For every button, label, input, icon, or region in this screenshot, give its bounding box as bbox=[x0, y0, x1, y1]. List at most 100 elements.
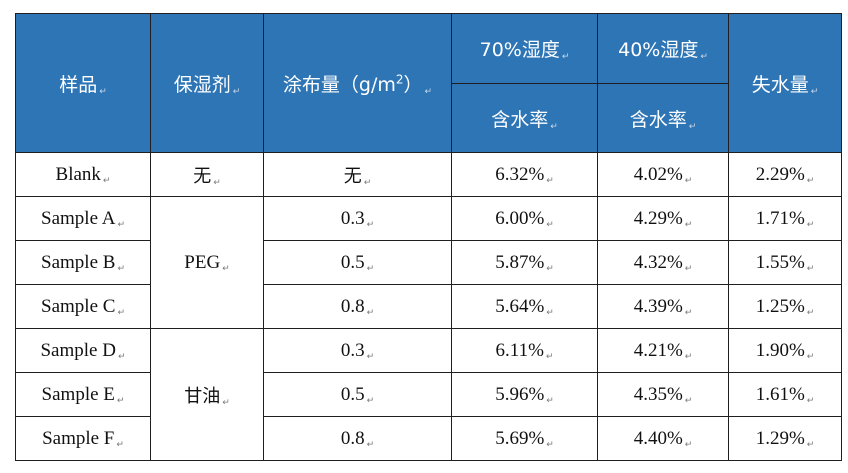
paragraph-mark-icon: ↵ bbox=[806, 395, 815, 406]
cell-h70: 5.96% ↵ bbox=[451, 372, 598, 417]
cell-loss: 1.25% ↵ bbox=[728, 284, 842, 329]
paragraph-mark-icon: ↵ bbox=[102, 175, 111, 186]
paragraph-mark-icon: ↵ bbox=[546, 307, 554, 318]
cell-sample: Sample E ↵ bbox=[15, 372, 151, 417]
table-row: Sample E ↵ 0.5 ↵ 5.96% ↵ 4.35% ↵ 1.61% ↵ bbox=[15, 372, 842, 417]
header-sample-label: 样品 bbox=[59, 73, 98, 96]
paragraph-mark-icon: ↵ bbox=[561, 52, 570, 62]
paragraph-mark-icon: ↵ bbox=[363, 177, 372, 188]
header-h40: 40%湿度 ↵ bbox=[597, 13, 729, 84]
paragraph-mark-icon: ↵ bbox=[117, 219, 125, 230]
cell-humectant: 无 ↵ bbox=[150, 152, 264, 197]
paragraph-mark-icon: ↵ bbox=[810, 86, 819, 97]
cell-loss: 1.71% ↵ bbox=[728, 196, 842, 241]
cell-coating: 0.8 ↵ bbox=[263, 416, 452, 461]
paragraph-mark-icon: ↵ bbox=[806, 307, 815, 318]
paragraph-mark-icon: ↵ bbox=[366, 219, 375, 230]
cell-sample: Sample C ↵ bbox=[15, 284, 151, 329]
cell-sample: Sample A ↵ bbox=[15, 196, 151, 241]
cell-h40: 4.40% ↵ bbox=[597, 416, 729, 461]
header-moisture-40-label: 含水率 bbox=[629, 108, 687, 131]
header-h70: 70%湿度 ↵ bbox=[451, 13, 598, 84]
cell-sample: Sample B ↵ bbox=[15, 240, 151, 285]
cell-h40: 4.02% ↵ bbox=[597, 152, 729, 197]
paragraph-mark-icon: ↵ bbox=[806, 175, 815, 186]
paragraph-mark-icon: ↵ bbox=[99, 86, 107, 97]
paragraph-mark-icon: ↵ bbox=[366, 351, 375, 362]
paragraph-mark-icon: ↵ bbox=[546, 263, 554, 274]
paragraph-mark-icon: ↵ bbox=[222, 397, 230, 408]
paragraph-mark-icon: ↵ bbox=[688, 121, 697, 132]
paragraph-mark-icon: ↵ bbox=[700, 52, 708, 62]
header-humectant-label: 保湿剂 bbox=[173, 73, 231, 96]
header-h40-label: 40%湿度 bbox=[618, 39, 699, 61]
paragraph-mark-icon: ↵ bbox=[546, 439, 554, 450]
header-coating: 涂布量（g/m2） ↵ bbox=[263, 13, 452, 153]
paragraph-mark-icon: ↵ bbox=[684, 395, 693, 406]
paragraph-mark-icon: ↵ bbox=[117, 307, 125, 318]
header-h70-label: 70%湿度 bbox=[479, 39, 560, 61]
paragraph-mark-icon: ↵ bbox=[232, 86, 241, 97]
cell-sample: Blank ↵ bbox=[15, 152, 151, 197]
table-row: Sample F ↵ 0.8 ↵ 5.69% ↵ 4.40% ↵ 1.29% ↵ bbox=[15, 416, 842, 461]
paragraph-mark-icon: ↵ bbox=[366, 307, 375, 318]
cell-h70: 5.87% ↵ bbox=[451, 240, 598, 285]
paragraph-mark-icon: ↵ bbox=[117, 351, 126, 362]
paragraph-mark-icon: ↵ bbox=[684, 307, 693, 318]
cell-coating: 0.5 ↵ bbox=[263, 240, 452, 285]
cell-sample: Sample F ↵ bbox=[15, 416, 151, 461]
cell-h70: 6.11% ↵ bbox=[451, 328, 598, 373]
header-coating-label: 涂布量（g/m2） bbox=[282, 72, 423, 96]
table-row: Blank ↵ 无 ↵ 无 ↵ 6.32% ↵ 4.02% ↵ 2.29% ↵ bbox=[15, 152, 842, 197]
header-moisture-70: 含水率 ↵ bbox=[451, 83, 598, 153]
paragraph-mark-icon: ↵ bbox=[806, 263, 815, 274]
paragraph-mark-icon: ↵ bbox=[546, 219, 554, 230]
cell-loss: 1.29% ↵ bbox=[728, 416, 842, 461]
cell-coating: 0.5 ↵ bbox=[263, 372, 452, 417]
paragraph-mark-icon: ↵ bbox=[424, 86, 433, 97]
header-moisture-70-label: 含水率 bbox=[491, 108, 549, 131]
table-row: Sample C ↵ 0.8 ↵ 5.64% ↵ 4.39% ↵ 1.25% ↵ bbox=[15, 284, 842, 329]
paragraph-mark-icon: ↵ bbox=[213, 177, 221, 188]
cell-h70: 5.69% ↵ bbox=[451, 416, 598, 461]
table-container: 样品 ↵ 保湿剂 ↵ 涂布量（g/m2） ↵ 70%湿度 ↵ 40%湿度 ↵ 失水量 ↵ 含… bbox=[15, 13, 842, 461]
table-row: Sample D ↵ 甘油 ↵ 0.3 ↵ 6.11% ↵ 4.21% ↵ 1.90% ↵ bbox=[15, 328, 842, 461]
table-row: Sample A ↵ PEG ↵ 0.3 ↵ 6.00% ↵ 4.29% ↵ 1.71% ↵ bbox=[15, 196, 842, 329]
paragraph-mark-icon: ↵ bbox=[684, 263, 693, 274]
paragraph-mark-icon: ↵ bbox=[806, 351, 815, 362]
paragraph-mark-icon: ↵ bbox=[366, 395, 375, 406]
paragraph-mark-icon: ↵ bbox=[546, 395, 554, 406]
header-moisture-40: 含水率 ↵ bbox=[597, 83, 729, 153]
paragraph-mark-icon: ↵ bbox=[545, 351, 554, 362]
cell-coating: 0.3 ↵ bbox=[263, 196, 452, 241]
cell-coating: 0.8 ↵ bbox=[263, 284, 452, 329]
header-water-loss-label: 失水量 bbox=[751, 73, 809, 96]
header-humectant: 保湿剂 ↵ bbox=[150, 13, 264, 153]
header-sample: 样品 ↵ bbox=[15, 13, 151, 153]
cell-humectant: PEG ↵ bbox=[150, 196, 264, 329]
paragraph-mark-icon: ↵ bbox=[684, 219, 693, 230]
paragraph-mark-icon: ↵ bbox=[546, 175, 554, 186]
paragraph-mark-icon: ↵ bbox=[550, 121, 558, 132]
results-table: 样品 ↵ 保湿剂 ↵ 涂布量（g/m2） ↵ 70%湿度 ↵ 40%湿度 ↵ 失水量 ↵ 含… bbox=[15, 13, 842, 461]
paragraph-mark-icon: ↵ bbox=[806, 219, 815, 230]
header-water-loss: 失水量 ↵ bbox=[728, 13, 842, 153]
cell-h40: 4.39% ↵ bbox=[597, 284, 729, 329]
paragraph-mark-icon: ↵ bbox=[684, 175, 693, 186]
cell-coating: 0.3 ↵ bbox=[263, 328, 452, 373]
cell-humectant: 甘油 ↵ bbox=[150, 328, 264, 461]
paragraph-mark-icon: ↵ bbox=[116, 439, 124, 450]
paragraph-mark-icon: ↵ bbox=[684, 351, 693, 362]
cell-loss: 1.55% ↵ bbox=[728, 240, 842, 285]
cell-h40: 4.32% ↵ bbox=[597, 240, 729, 285]
paragraph-mark-icon: ↵ bbox=[117, 263, 125, 274]
cell-h40: 4.35% ↵ bbox=[597, 372, 729, 417]
cell-h70: 6.00% ↵ bbox=[451, 196, 598, 241]
cell-h70: 6.32% ↵ bbox=[451, 152, 598, 197]
paragraph-mark-icon: ↵ bbox=[116, 395, 125, 406]
paragraph-mark-icon: ↵ bbox=[222, 263, 230, 274]
cell-coating: 无 ↵ bbox=[263, 152, 452, 197]
cell-h40: 4.29% ↵ bbox=[597, 196, 729, 241]
paragraph-mark-icon: ↵ bbox=[684, 439, 693, 450]
table-row: Sample B ↵ 0.5 ↵ 5.87% ↵ 4.32% ↵ 1.55% ↵ bbox=[15, 240, 842, 285]
